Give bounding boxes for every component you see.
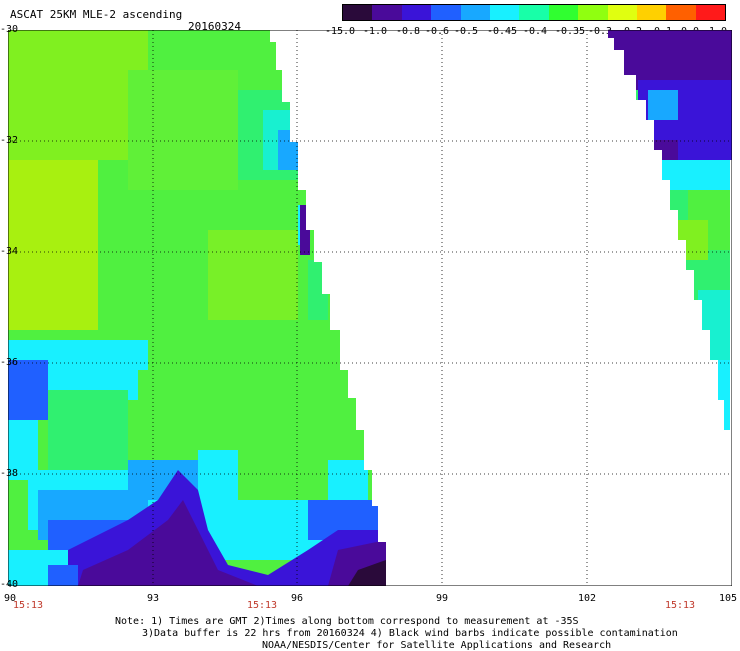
note-line-3: NOAA/NESDIS/Center for Satellite Applica… — [262, 640, 612, 651]
colorbar-label: -0.6 — [424, 26, 450, 37]
note-line-2: 3)Data buffer is 22 hrs from 20160324 4)… — [142, 628, 678, 639]
colorbar-segment — [666, 5, 696, 20]
left-swath — [8, 30, 386, 586]
colorbar-label: -1.0 — [362, 26, 388, 37]
colorbar-label: -0.3 — [587, 26, 613, 37]
lat-label: -30 — [0, 24, 19, 35]
map-grid — [8, 30, 732, 586]
colorbar-label: -0.5 — [453, 26, 479, 37]
pass-time: 15:13 — [246, 600, 278, 611]
colorbar-segment — [372, 5, 402, 20]
colorbar — [342, 4, 726, 21]
colorbar-label: -0.35 — [554, 26, 586, 37]
lon-label: 102 — [577, 593, 597, 604]
colorbar-label: -0.45 — [486, 26, 518, 37]
colorbar-label: -0.8 — [395, 26, 421, 37]
lon-label: 99 — [435, 593, 449, 604]
pass-time: 15:13 — [664, 600, 696, 611]
lat-label: -38 — [0, 468, 19, 479]
colorbar-segment — [431, 5, 461, 20]
lon-label: 93 — [146, 593, 160, 604]
colorbar-segment — [548, 5, 579, 20]
lon-label: 105 — [718, 593, 738, 604]
lon-label: 90 — [3, 593, 17, 604]
lat-label: -32 — [0, 135, 19, 146]
pass-time: 15:13 — [12, 600, 44, 611]
colorbar-segment — [401, 5, 432, 20]
colorbar-segment — [636, 5, 667, 20]
lon-label: 96 — [290, 593, 304, 604]
map-plot — [8, 30, 732, 586]
lat-label: -36 — [0, 357, 19, 368]
colorbar-segment — [519, 5, 549, 20]
colorbar-segment — [489, 5, 520, 20]
right-swath — [608, 30, 732, 430]
colorbar-segment — [578, 5, 608, 20]
note-line-1: Note: 1) Times are GMT 2)Times along bot… — [115, 616, 579, 627]
chart-title: ASCAT 25KM MLE-2 ascending — [10, 8, 183, 21]
lat-label: -40 — [0, 579, 19, 590]
lat-label: -34 — [0, 246, 19, 257]
colorbar-segment — [607, 5, 637, 20]
colorbar-label: -15.0 — [324, 26, 356, 37]
colorbar-label: -0.4 — [522, 26, 548, 37]
colorbar-segment — [695, 5, 726, 20]
colorbar-segment — [343, 5, 373, 20]
colorbar-segment — [460, 5, 490, 20]
